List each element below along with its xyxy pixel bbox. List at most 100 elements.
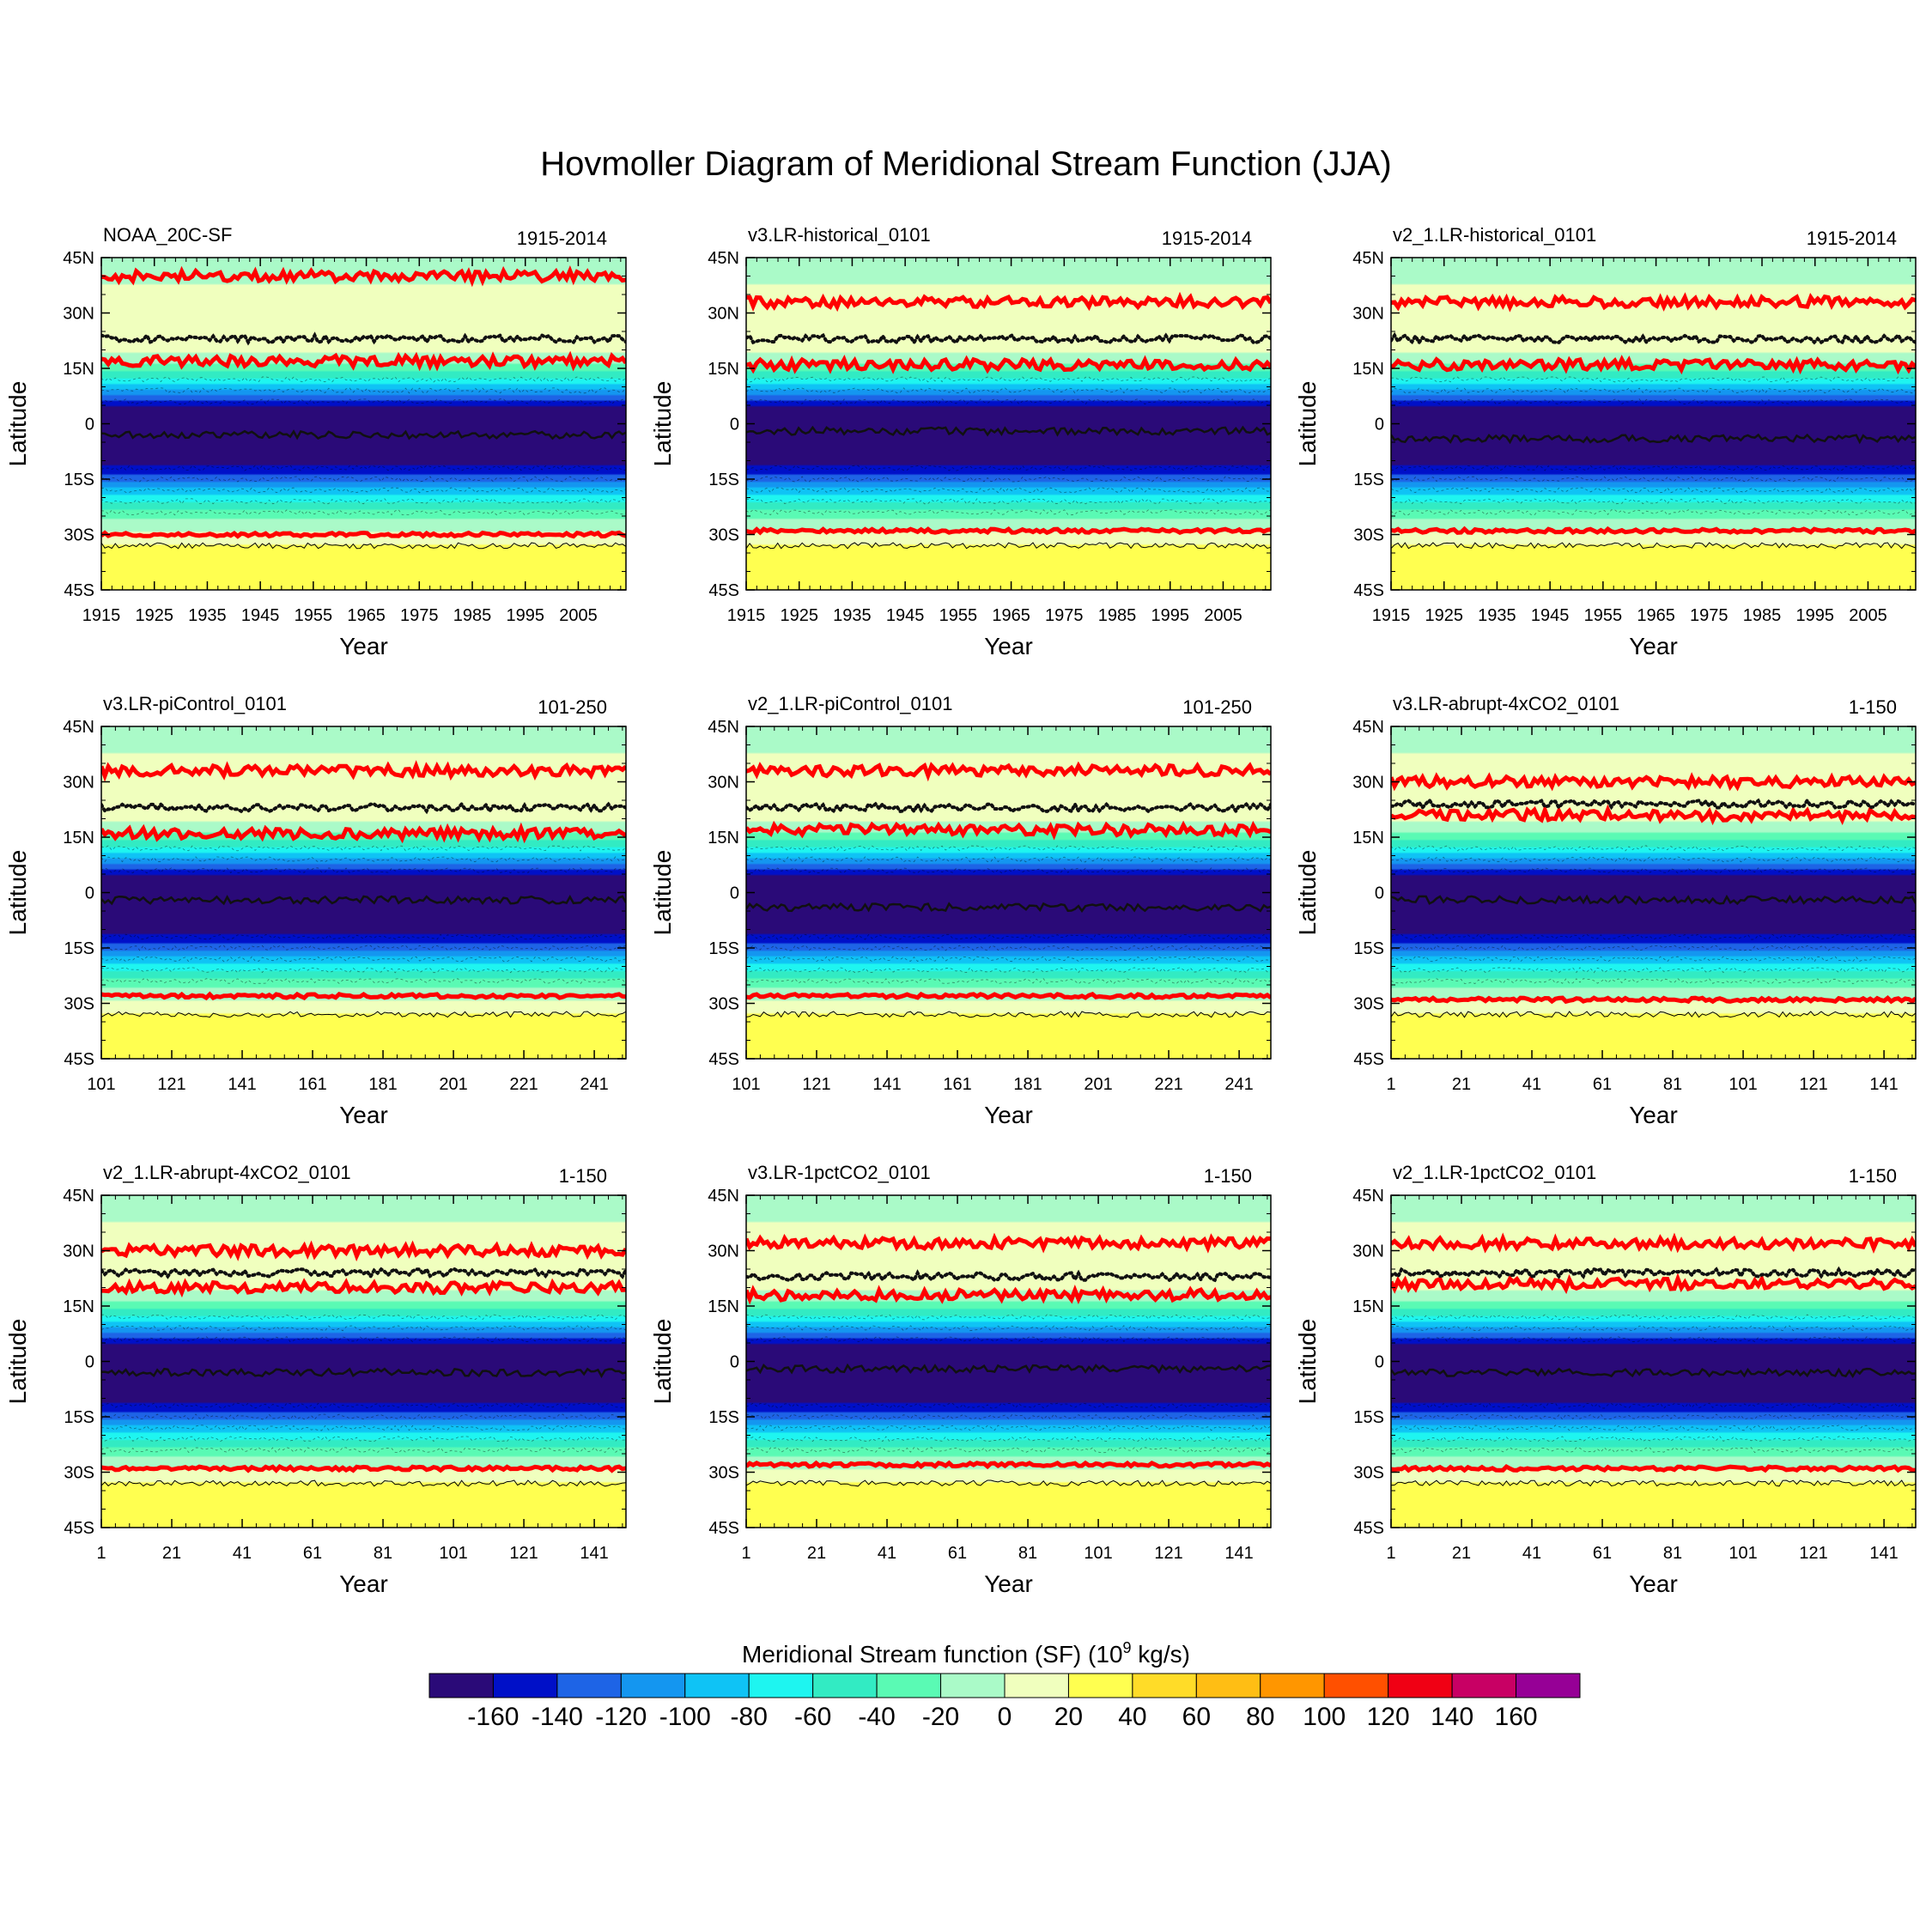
- positive-contour: [101, 1479, 626, 1487]
- y-tick-label: 15N: [63, 829, 94, 848]
- x-tick-label: 161: [943, 1075, 971, 1094]
- negative-contour: [101, 476, 626, 483]
- x-tick-label: 201: [439, 1075, 467, 1094]
- sf-minimum-line: [1391, 1367, 1916, 1378]
- zero-contour: [746, 1232, 1271, 1254]
- sf-maximum-line: [1391, 1266, 1916, 1280]
- x-tick-label: 2005: [1204, 606, 1242, 625]
- sf-minimum-line: [1391, 433, 1916, 445]
- sf-minimum-line: [746, 1363, 1271, 1375]
- x-tick-label: 1: [741, 1544, 750, 1563]
- x-tick-label: 1915: [727, 606, 766, 625]
- negative-contour: [101, 376, 626, 383]
- colorbar-label: -20: [922, 1703, 959, 1731]
- y-tick-label: 45S: [1353, 1519, 1384, 1538]
- x-tick-label: 21: [1452, 1544, 1471, 1563]
- positive-contour: [746, 1011, 1271, 1018]
- negative-contour: [746, 1314, 1271, 1321]
- panel-name: v3.LR-historical_0101: [748, 224, 931, 246]
- x-axis-label: Year: [1629, 633, 1678, 659]
- negative-contour: [101, 845, 626, 852]
- y-axis-label: Latitude: [649, 1319, 676, 1405]
- y-tick-label: 15N: [708, 360, 739, 379]
- y-tick-label: 15S: [1353, 939, 1384, 958]
- negative-contour: [1391, 498, 1916, 505]
- y-tick-label: 15N: [63, 360, 94, 379]
- panel-1: 45N 30N 15N 0 15S 30S 45S 1915 1925 1935 1945 1955 1…: [4, 224, 627, 659]
- panel-period: 1-150: [1849, 696, 1897, 718]
- y-tick-label: 30N: [1352, 305, 1384, 324]
- x-tick-label: 21: [807, 1544, 826, 1563]
- panel-name: v3.LR-1pctCO2_0101: [748, 1162, 931, 1183]
- x-tick-label: 101: [439, 1544, 467, 1563]
- y-tick-label: 30S: [708, 526, 739, 545]
- colorbar-label: -60: [794, 1703, 831, 1731]
- x-tick-label: 61: [1593, 1075, 1612, 1094]
- negative-contour: [746, 1447, 1271, 1454]
- positive-contour: [101, 542, 626, 550]
- x-tick-label: 101: [732, 1075, 760, 1094]
- negative-contour: [1391, 1402, 1916, 1409]
- y-axis-label: Latitude: [4, 850, 31, 936]
- y-tick-label: 45S: [64, 1519, 94, 1538]
- y-axis-label: Latitude: [1294, 381, 1321, 467]
- x-tick-label: 1975: [400, 606, 439, 625]
- x-axis-label: Year: [339, 1571, 388, 1597]
- panel-grid: 45N 30N 15N 0 15S 30S 45S 1915 1925 1935 1945 1955 1…: [4, 224, 1917, 1597]
- panel-period: 1-150: [559, 1165, 607, 1187]
- y-axis-label: Latitude: [649, 381, 676, 467]
- x-tick-label: 221: [509, 1075, 538, 1094]
- x-tick-label: 141: [1869, 1544, 1898, 1563]
- colorbar-swatch: [556, 1673, 622, 1698]
- colorbar-swatch: [748, 1673, 814, 1698]
- x-tick-label: 1965: [347, 606, 386, 625]
- zero-contour: [746, 526, 1271, 536]
- y-tick-label: 15N: [63, 1297, 94, 1316]
- negative-contour: [1391, 1436, 1916, 1443]
- y-tick-label: 45N: [708, 1187, 739, 1206]
- x-tick-label: 1955: [939, 606, 978, 625]
- y-axis-label: Latitude: [1294, 1319, 1321, 1405]
- contour-lines: [746, 1232, 1271, 1487]
- colorbar-label: 100: [1303, 1703, 1346, 1731]
- panel-name: v2_1.LR-historical_0101: [1393, 224, 1596, 246]
- negative-contour: [101, 867, 626, 874]
- y-tick-label: 0: [85, 1353, 94, 1372]
- y-tick-label: 30N: [708, 774, 739, 793]
- x-tick-label: 141: [872, 1075, 901, 1094]
- colorbar-label: -100: [659, 1703, 711, 1731]
- colorbar-label: 140: [1431, 1703, 1473, 1731]
- y-tick-label: 30N: [63, 774, 94, 793]
- x-axis-label: Year: [1629, 1102, 1678, 1128]
- colorbar-swatch: [1451, 1673, 1517, 1698]
- y-tick-label: 15N: [708, 829, 739, 848]
- sf-minimum-line: [746, 902, 1271, 913]
- negative-contour: [101, 1336, 626, 1343]
- colorbar-swatch: [1323, 1673, 1389, 1698]
- zero-contour: [746, 820, 1271, 841]
- y-tick-label: 45S: [708, 1050, 739, 1069]
- sf-maximum-line: [746, 800, 1271, 815]
- zero-contour: [101, 822, 626, 844]
- colorbar-label: 60: [1182, 1703, 1211, 1731]
- panel-field: [101, 258, 626, 590]
- negative-contour: [1391, 509, 1916, 516]
- panel-name: v3.LR-piControl_0101: [103, 693, 287, 714]
- negative-contour: [101, 967, 626, 974]
- zero-contour: [746, 291, 1271, 313]
- x-tick-label: 2005: [559, 606, 598, 625]
- y-tick-label: 15S: [64, 1408, 94, 1427]
- x-tick-label: 1915: [1372, 606, 1411, 625]
- colorbar-swatch: [1195, 1673, 1261, 1698]
- zero-contour: [1391, 526, 1916, 536]
- positive-contour: [1391, 542, 1916, 550]
- x-tick-label: 1925: [135, 606, 173, 625]
- y-tick-label: 45S: [64, 581, 94, 600]
- zero-contour: [101, 1240, 626, 1262]
- panel-period: 1-150: [1204, 1165, 1252, 1187]
- x-tick-label: 1925: [1425, 606, 1463, 625]
- x-tick-label: 41: [233, 1544, 252, 1563]
- x-axis-label: Year: [984, 1571, 1033, 1597]
